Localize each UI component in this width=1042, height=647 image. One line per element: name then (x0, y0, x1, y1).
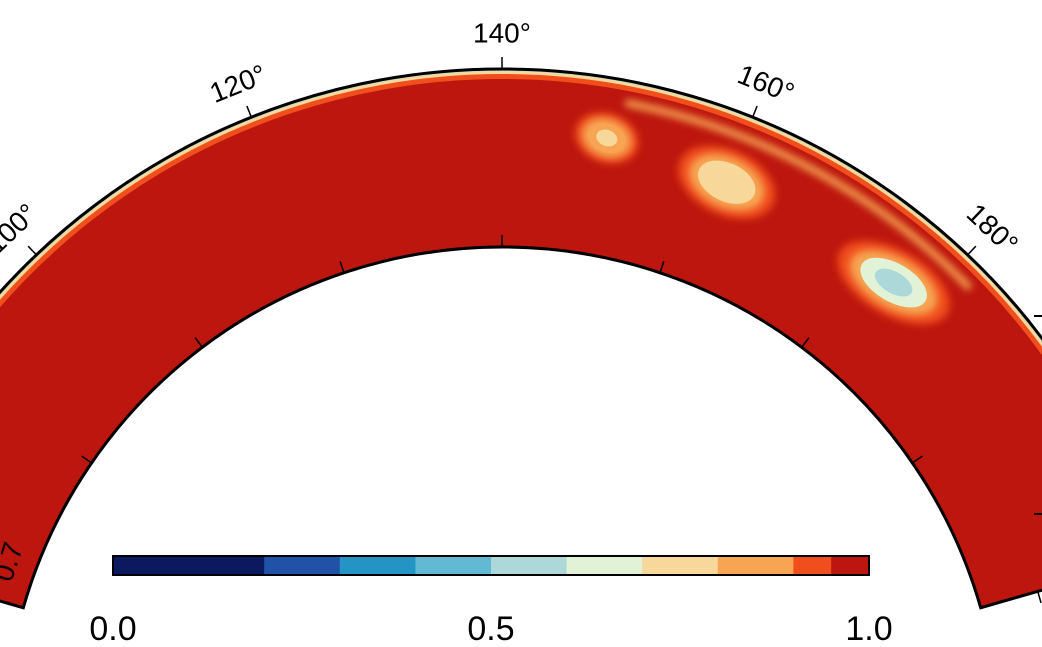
colorbar (112, 555, 870, 576)
colorbar-bin (339, 556, 416, 575)
inner-tick (659, 261, 665, 273)
colorbar-bin (113, 556, 265, 575)
lon-tick-label: 120° (205, 59, 270, 109)
heatmap-field (0, 69, 1042, 608)
colorbar-bin (491, 556, 568, 575)
lon-tick-label: 180° (961, 198, 1024, 260)
lon-tick (27, 245, 37, 256)
colorbar-bin (642, 556, 719, 575)
colorbar-bin (793, 556, 832, 575)
colorbar-bin (831, 556, 870, 575)
right-edge-dashes (1034, 315, 1042, 604)
colorbar-tick-label: 0.5 (467, 610, 514, 647)
outer-edge-band (0, 73, 1042, 584)
lon-tick-label: 140° (473, 17, 531, 48)
anomaly-level (874, 268, 913, 297)
lon-tick (967, 245, 977, 256)
colorbar-labels: 0.0 0.5 1.0 (89, 610, 892, 647)
sector-outline (0, 67, 1042, 610)
lon-tick (751, 105, 758, 118)
anomaly-streak (624, 99, 973, 291)
colorbar-bin (264, 556, 341, 575)
anomaly-blob (837, 240, 950, 325)
colorbar-tick-label: 1.0 (845, 610, 892, 647)
lon-tick-label: 160° (733, 59, 798, 109)
inner-tick (81, 455, 93, 464)
colorbar-frame (112, 555, 870, 576)
inner-tick (801, 337, 810, 348)
lon-tick (246, 105, 253, 118)
anomaly-level (710, 170, 743, 195)
colorbar-bin (415, 556, 492, 575)
inner-tick (911, 455, 923, 464)
colorbar-bin (566, 556, 643, 575)
inner-tick (194, 337, 203, 348)
anomaly-level (596, 129, 618, 147)
colorbar-tick-label: 0.0 (89, 610, 136, 647)
field-background (0, 69, 1042, 608)
radial-tick (1037, 591, 1042, 604)
anomaly-blob (575, 112, 639, 164)
inner-tick (339, 261, 345, 273)
inner-arc-ticks (81, 235, 923, 464)
colorbar-bin (717, 556, 794, 575)
outer-edge-band (0, 70, 1042, 583)
lon-tick-label: 100° (0, 198, 43, 260)
anomaly-blob (678, 145, 776, 219)
